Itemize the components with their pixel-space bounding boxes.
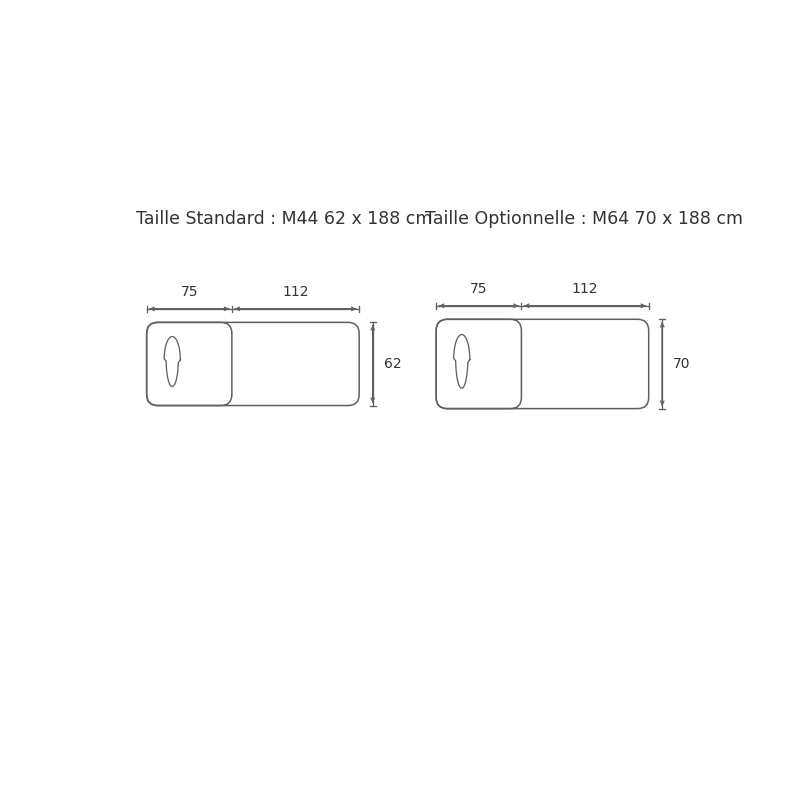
Text: 112: 112 — [572, 282, 598, 296]
Text: 112: 112 — [282, 285, 309, 299]
Text: Taille Optionnelle : M64 70 x 188 cm: Taille Optionnelle : M64 70 x 188 cm — [426, 210, 743, 228]
Text: 75: 75 — [470, 282, 487, 296]
Text: Taille Standard : M44 62 x 188 cm: Taille Standard : M44 62 x 188 cm — [136, 210, 432, 228]
Text: 75: 75 — [181, 285, 198, 299]
Text: 62: 62 — [384, 357, 402, 371]
Text: 70: 70 — [674, 357, 691, 371]
